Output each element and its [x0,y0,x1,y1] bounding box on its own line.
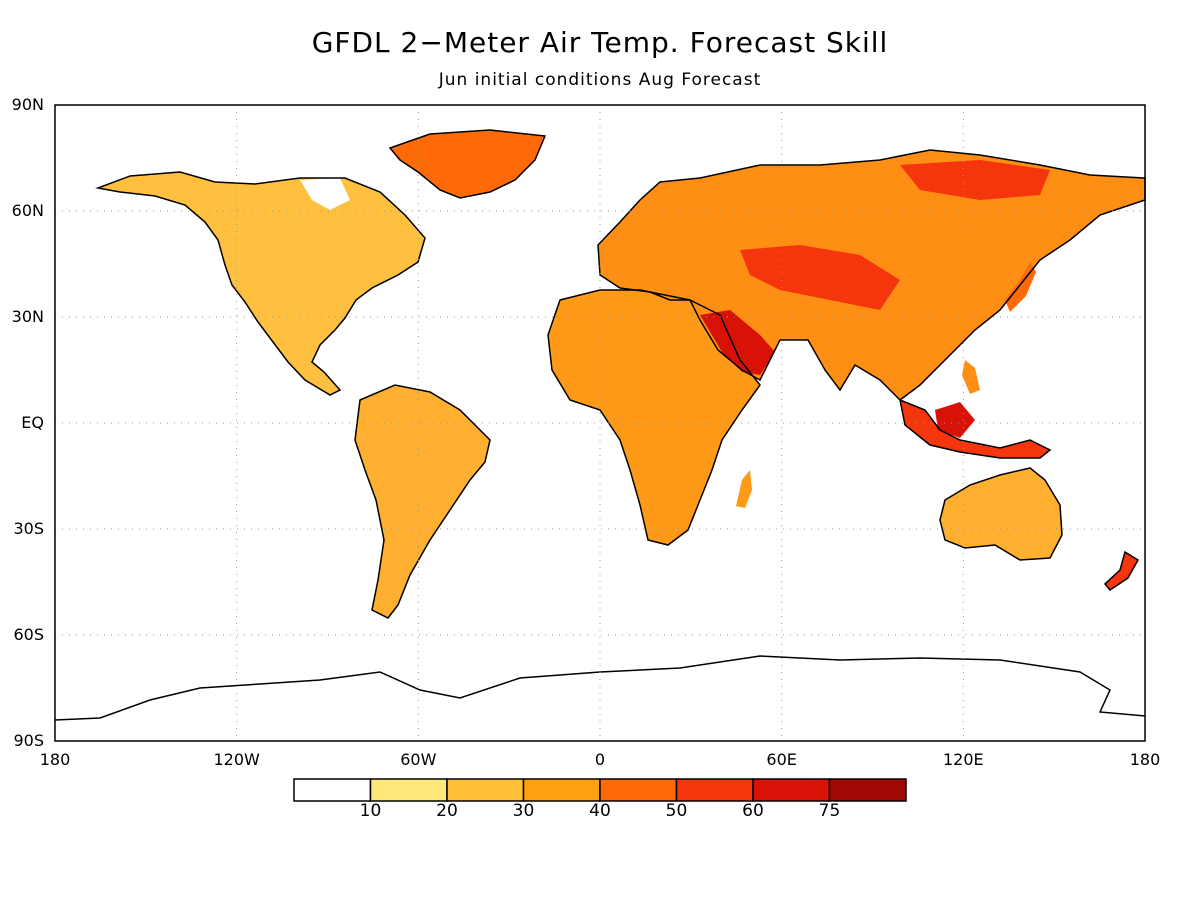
map-frame [54,104,1146,742]
legend-swatch [752,778,831,802]
map-land-layer [55,130,1145,741]
legend-tick-label: 10 [359,801,382,821]
latitude-label: 90S [13,731,44,750]
legend-tick-label: 20 [436,801,458,821]
legend-swatch [675,778,754,802]
longitude-label: 180 [1129,750,1161,769]
latitude-label: 60S [13,625,44,644]
landmass-south-america [355,385,490,618]
longitude-label: 120E [943,750,984,769]
landmass-arabia [700,310,775,375]
landmass-borneo [935,402,975,438]
landmass-north-america [98,172,425,395]
graticule [55,105,1145,741]
map-title: GFDL 2−Meter Air Temp. Forecast Skill [311,26,889,59]
legend-tick-label: 60 [742,801,764,821]
longitude-label: 120W [213,750,260,769]
landmass-madagascar [736,470,752,508]
latitude-label: EQ [21,413,44,432]
longitude-label: 0 [594,750,606,769]
legend-swatch [293,778,372,802]
legend-tick-label: 40 [589,801,611,821]
landmass-antarctica [55,656,1145,741]
legend-swatch [599,778,678,802]
landmass-siberia-hot [900,160,1050,200]
legend-tick-label: 30 [512,801,535,821]
landmass-indonesia [900,400,1050,458]
coastline-layer [54,129,1146,721]
longitude-label: 180 [39,750,71,769]
landmass-australia [940,468,1062,560]
legend-swatch [369,778,448,802]
legend-swatch [446,778,525,802]
legend-swatch [828,778,907,802]
landmass-hudson-region [300,178,350,210]
legend-swatch [522,778,601,802]
landmass-philippines [962,360,980,394]
longitude-label: 60E [766,750,797,769]
landmass-central-asia-hot [740,245,900,310]
longitude-label: 60W [400,750,437,769]
landmass-arctic-islands [230,138,370,165]
color-legend [293,778,907,802]
landmass-new-zealand [1105,552,1138,590]
latitude-label: 30S [13,519,44,538]
latitude-label: 30N [11,307,44,326]
legend-tick-label: 50 [665,801,688,821]
map-subtitle: Jun initial conditions Aug Forecast [438,70,762,90]
latitude-label: 90N [11,95,44,114]
latitude-label: 60N [11,201,44,220]
legend-tick-label: 75 [818,801,841,821]
landmass-greenland [390,130,545,198]
